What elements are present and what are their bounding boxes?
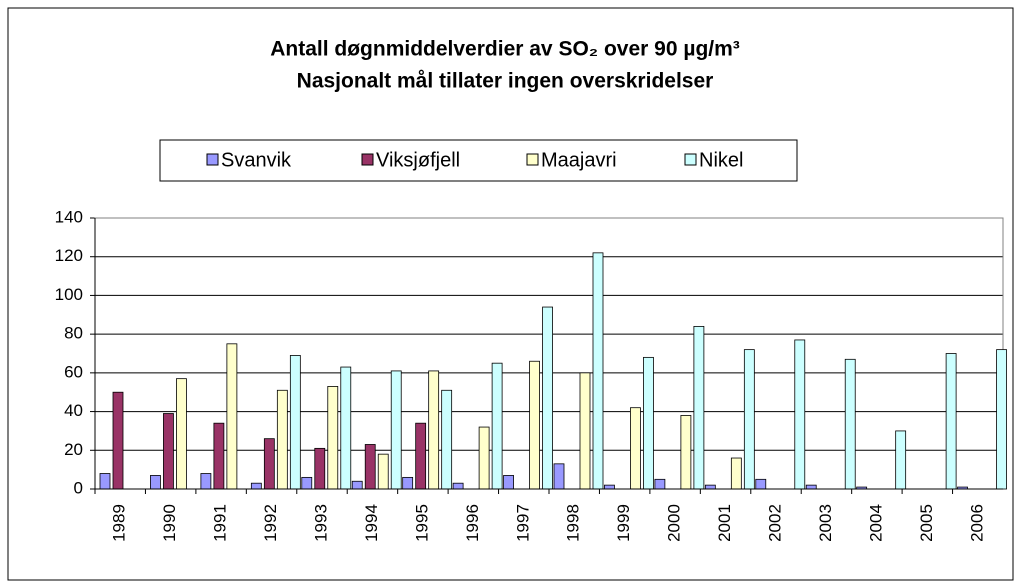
x-tick-label: 1999	[614, 504, 633, 542]
bar	[503, 475, 514, 490]
bar	[250, 482, 262, 490]
bar	[263, 438, 275, 490]
bar	[743, 349, 755, 490]
legend-label: Nikel	[699, 149, 743, 171]
y-tick-label: 0	[74, 478, 83, 497]
x-tick-label: 2004	[866, 504, 885, 542]
legend-swatch	[206, 153, 219, 166]
bar	[643, 356, 654, 490]
bar	[213, 422, 225, 490]
chart-title: Antall døgnmiddelverdier av SO₂ over 90 …	[270, 38, 740, 61]
bar	[351, 480, 363, 490]
bar	[99, 473, 111, 490]
bar	[529, 360, 540, 490]
bar	[542, 306, 553, 490]
bar	[289, 355, 301, 490]
bar	[415, 422, 427, 490]
y-tick-label: 60	[64, 362, 83, 381]
x-tick-label: 2002	[765, 504, 784, 542]
bar	[755, 478, 767, 490]
bar	[452, 482, 464, 490]
x-tick-label: 2001	[715, 504, 734, 542]
x-tick-label: 1995	[412, 504, 431, 542]
bar	[996, 349, 1007, 490]
y-tick-label: 20	[64, 440, 83, 459]
bar	[200, 473, 212, 490]
chart-subtitle: Nasjonalt mål tillater ingen overskridel…	[297, 70, 714, 93]
x-tick-label: 1990	[160, 504, 179, 542]
bar	[844, 358, 856, 490]
bar	[301, 476, 313, 490]
bar	[491, 362, 503, 490]
bar	[428, 370, 440, 490]
bar	[654, 478, 666, 490]
bar	[327, 386, 339, 490]
y-tick-label: 80	[64, 324, 83, 343]
x-tick-label: 1991	[211, 504, 230, 542]
bar	[579, 372, 591, 490]
x-tick-label: 1996	[463, 504, 482, 542]
bar	[340, 366, 352, 490]
x-tick-label: 2006	[967, 504, 986, 542]
bar	[604, 484, 615, 490]
bar	[478, 426, 490, 490]
chart-frame	[7, 7, 1014, 581]
legend-swatch	[684, 153, 697, 166]
x-tick-label: 1993	[311, 504, 330, 542]
bar	[276, 389, 288, 490]
bar	[704, 484, 716, 490]
bar	[163, 413, 174, 490]
bar	[794, 339, 806, 490]
bar	[226, 343, 238, 490]
bar	[390, 370, 402, 490]
x-tick-label: 1998	[564, 504, 583, 542]
bar	[112, 391, 124, 490]
bar	[314, 447, 326, 490]
x-tick-label: 2000	[665, 504, 684, 542]
bar	[150, 475, 161, 490]
y-tick-label: 120	[55, 246, 83, 265]
y-tick-label: 40	[64, 401, 83, 420]
bar	[553, 463, 565, 490]
bar	[402, 476, 414, 490]
legend-swatch	[361, 153, 374, 166]
x-tick-label: 2005	[917, 504, 936, 542]
bar	[377, 453, 389, 490]
bar	[895, 430, 907, 490]
x-tick-label: 2003	[816, 504, 835, 542]
bar	[680, 415, 692, 490]
x-tick-label: 1994	[362, 504, 381, 542]
y-tick-label: 100	[55, 285, 83, 304]
legend-label: Viksjøfjell	[376, 149, 460, 171]
legend-label: Svanvik	[221, 149, 292, 171]
legend-label: Maajavri	[541, 149, 617, 171]
bar	[630, 407, 641, 490]
bar	[805, 484, 817, 490]
bar	[441, 389, 453, 490]
bar	[176, 378, 187, 490]
x-tick-label: 1997	[513, 504, 532, 542]
bar	[364, 444, 376, 490]
y-tick-label: 140	[55, 207, 83, 226]
legend-swatch	[526, 153, 539, 166]
bar	[693, 325, 705, 490]
x-tick-label: 1989	[110, 504, 129, 542]
bar	[945, 353, 957, 490]
bar	[592, 252, 604, 490]
x-tick-label: 1992	[261, 504, 280, 542]
bar	[730, 457, 742, 490]
